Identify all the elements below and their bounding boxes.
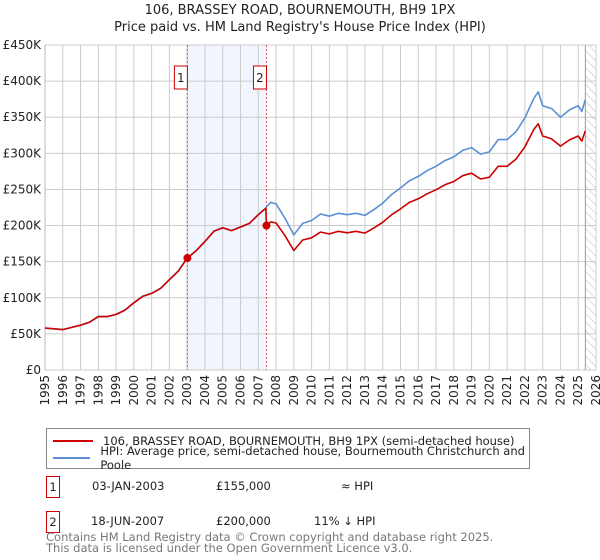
x-tick-label: 2008 <box>269 375 283 406</box>
y-tick-label: £200K <box>3 219 43 233</box>
x-tick-label: 2013 <box>358 375 372 406</box>
x-tick-label: 2010 <box>305 375 319 406</box>
property-price-line <box>44 122 587 331</box>
sale-label: 1 <box>177 71 185 85</box>
forecast-hatch <box>585 45 596 370</box>
sale-label-box <box>173 65 188 90</box>
y-tick-label: £50K <box>10 327 42 341</box>
sale-price: £155,000 <box>216 479 271 493</box>
x-tick-label: 2020 <box>482 375 496 406</box>
y-tick-label: £150K <box>3 255 43 269</box>
y-tick-label: £300K <box>3 146 43 160</box>
x-tick-label: 1996 <box>56 375 70 406</box>
chart-title: 106, BRASSEY ROAD, BOURNEMOUTH, BH9 1PX <box>144 3 456 18</box>
sale-hpi-relation: ≈ HPI <box>341 479 374 493</box>
sale-row-2: 2 18-JUN-2007 £200,000 11% ↓ HPI <box>46 511 546 533</box>
y-tick-label: £0 <box>26 363 41 377</box>
sale-badge: 2 <box>46 511 60 533</box>
x-tick-label: 2001 <box>145 375 159 406</box>
x-tick-label: 2000 <box>127 375 141 406</box>
footer-licence: This data is licensed under the Open Gov… <box>46 541 413 555</box>
x-tick-label: 2002 <box>162 375 176 406</box>
x-tick-label: 2022 <box>518 375 532 406</box>
hpi-line <box>44 91 587 331</box>
legend-swatch-property <box>53 440 93 442</box>
x-tick-label: 2021 <box>500 375 514 406</box>
x-tick-label: 1997 <box>74 375 88 406</box>
x-tick-label: 1999 <box>109 375 123 406</box>
x-tick-label: 1998 <box>91 375 105 406</box>
x-tick-label: 2007 <box>251 375 265 406</box>
legend-label-property: 106, BRASSEY ROAD, BOURNEMOUTH, BH9 1PX … <box>103 434 515 448</box>
sale-hpi-relation: 11% ↓ HPI <box>314 514 376 528</box>
ownership-period-shading <box>187 45 267 370</box>
sale-label-box <box>252 65 267 90</box>
x-tick-label: 2017 <box>429 375 443 406</box>
x-tick-label: 2009 <box>287 375 301 406</box>
x-tick-label: 2026 <box>589 375 600 406</box>
legend: 106, BRASSEY ROAD, BOURNEMOUTH, BH9 1PX … <box>46 428 530 472</box>
sale-badge: 1 <box>46 476 60 498</box>
x-tick-label: 2015 <box>393 375 407 406</box>
sale-row-1: 1 03-JAN-2003 £155,000 ≈ HPI <box>46 476 546 498</box>
legend-label-hpi: HPI: Average price, semi-detached house,… <box>100 444 525 472</box>
footer-copyright: Contains HM Land Registry data © Crown c… <box>46 530 494 544</box>
x-tick-label: 2005 <box>216 375 230 406</box>
y-tick-label: £450K <box>3 38 43 52</box>
y-tick-label: £250K <box>3 182 43 196</box>
sale-label: 2 <box>256 71 264 85</box>
x-tick-label: 2018 <box>447 375 461 406</box>
chart-subtitle: Price paid vs. HM Land Registry's House … <box>114 20 486 35</box>
y-tick-label: £100K <box>3 291 43 305</box>
legend-item-property: 106, BRASSEY ROAD, BOURNEMOUTH, BH9 1PX … <box>53 433 514 449</box>
legend-swatch-hpi <box>53 457 91 459</box>
price-chart: £0 £50K £100K £150K £200K £250K £300K £350K £400… <box>3 38 600 406</box>
y-tick-label: £400K <box>3 74 43 88</box>
x-tick-label: 2014 <box>376 375 390 406</box>
sale-price: £200,000 <box>216 514 271 528</box>
x-tick-label: 2023 <box>536 375 550 406</box>
x-tick-label: 2004 <box>198 375 212 406</box>
x-tick-label: 2011 <box>322 375 336 406</box>
x-tick-label: 2006 <box>234 375 248 406</box>
x-tick-label: 2025 <box>571 375 585 406</box>
sale-point <box>262 221 271 230</box>
x-tick-label: 1995 <box>38 375 52 406</box>
x-tick-label: 2003 <box>180 375 194 406</box>
sale-date: 18-JUN-2007 <box>91 514 165 528</box>
x-tick-label: 2019 <box>465 375 479 406</box>
x-tick-label: 2012 <box>340 375 354 406</box>
legend-item-hpi: HPI: Average price, semi-detached house,… <box>53 444 529 472</box>
sale-point <box>183 254 192 263</box>
x-tick-label: 2016 <box>411 375 425 406</box>
y-tick-label: £350K <box>3 110 43 124</box>
x-tick-label: 2024 <box>553 375 567 406</box>
sale-date: 03-JAN-2003 <box>92 479 165 493</box>
